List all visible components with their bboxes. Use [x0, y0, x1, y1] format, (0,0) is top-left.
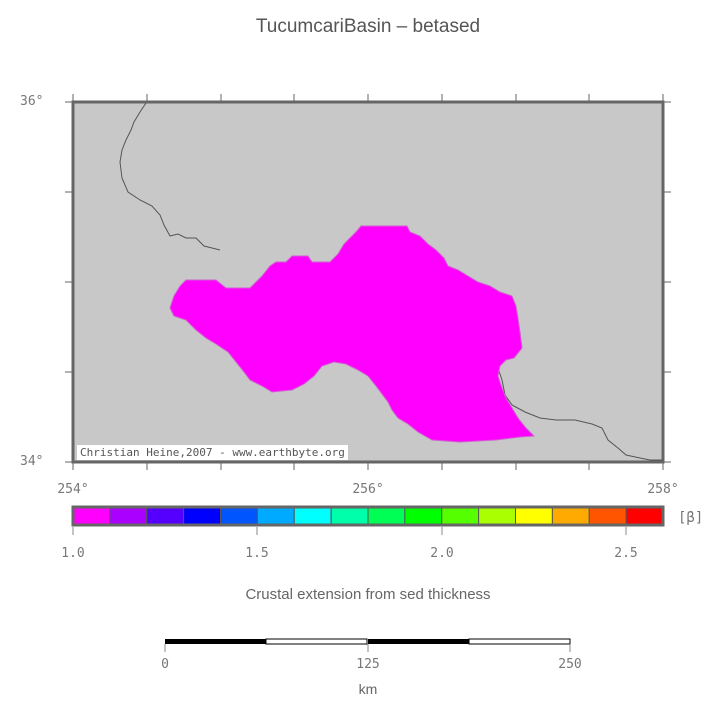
colorbar-cell — [588, 506, 627, 526]
colorbar — [71, 505, 665, 527]
colorbar-cell — [183, 506, 221, 526]
coastline-north — [119, 102, 221, 251]
scale-tick-0: 0 — [161, 657, 169, 672]
colorbar-cell — [367, 506, 406, 526]
colorbar-tick-1-0: 1.0 — [61, 546, 85, 561]
colorbar-tick-2-0: 2.0 — [430, 546, 454, 561]
coastline-south — [497, 367, 663, 461]
colorbar-cell — [515, 506, 553, 526]
colorbar-tick-2-5: 2.5 — [614, 546, 638, 561]
colorbar-cell — [293, 506, 332, 526]
lon-label-258: 258° — [647, 482, 679, 497]
lat-label-36: 36° — [20, 94, 44, 109]
scale-bar — [164, 638, 571, 652]
lon-label-254: 254° — [57, 482, 89, 497]
colorbar-cell — [220, 506, 258, 526]
colorbar-cell — [330, 506, 369, 526]
credit-text: Christian Heine,2007 - www.earthbyte.org — [77, 445, 348, 460]
colorbar-cell — [551, 506, 590, 526]
map-title: TucumcariBasin – betased — [255, 16, 481, 37]
colorbar-cell — [441, 506, 480, 526]
colorbar-ticks — [72, 527, 627, 535]
colorbar-cell — [478, 506, 516, 526]
axis-ticks — [65, 94, 671, 470]
colorbar-cell — [625, 506, 664, 526]
colorbar-cell — [404, 506, 443, 526]
colorbar-cell — [72, 506, 111, 526]
colorbar-unit: [β] — [678, 510, 704, 526]
colorbar-frame — [71, 505, 665, 527]
colorbar-tick-1-5: 1.5 — [245, 546, 269, 561]
lon-label-256: 256° — [352, 482, 384, 497]
scale-tick-125: 125 — [356, 657, 380, 672]
colorbar-cell — [256, 506, 295, 526]
colorbar-cell — [146, 506, 185, 526]
colorbar-caption: Crustal extension from sed thickness — [245, 586, 491, 603]
colorbar-cell — [109, 506, 148, 526]
lat-label-34: 34° — [20, 454, 44, 469]
scale-tick-250: 250 — [558, 657, 582, 672]
scale-unit: km — [358, 681, 378, 697]
basin-beta-area — [169, 225, 536, 443]
